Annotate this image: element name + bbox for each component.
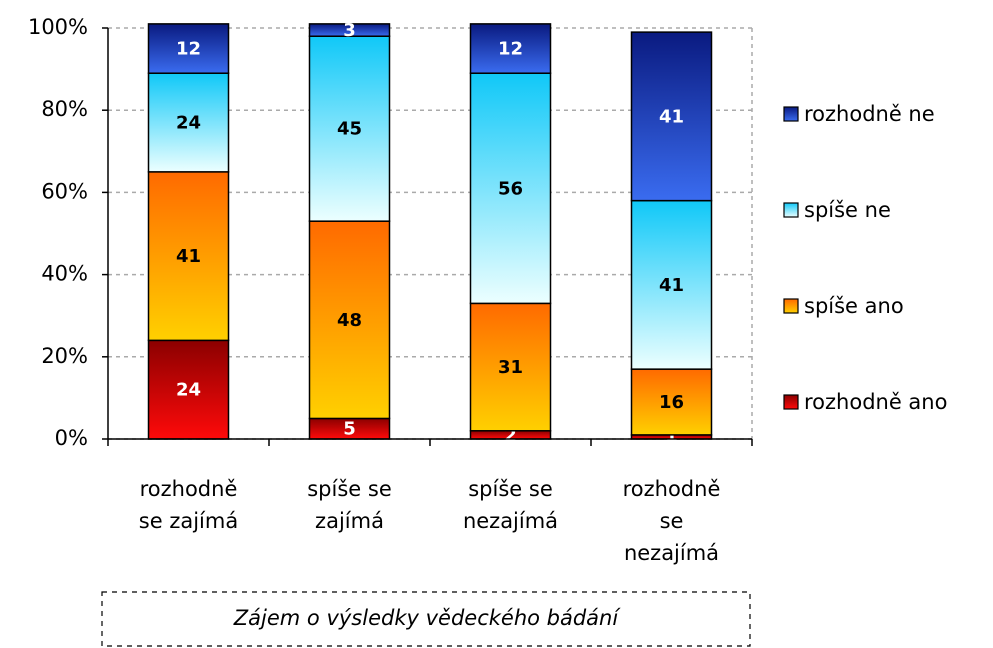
legend-swatch bbox=[783, 298, 799, 314]
y-tick-label: 40% bbox=[41, 262, 88, 286]
legend-label: spíše ne bbox=[804, 198, 891, 222]
legend-swatch bbox=[783, 202, 799, 218]
x-tick-label: rozhodně se nezajímá bbox=[623, 477, 721, 565]
legend-swatch bbox=[783, 394, 799, 410]
y-tick-label: 80% bbox=[41, 97, 88, 121]
bar-segment bbox=[308, 35, 391, 222]
data-label: 41 bbox=[659, 275, 684, 296]
data-label: 24 bbox=[176, 380, 201, 401]
data-label: 41 bbox=[659, 106, 684, 127]
legend-label: rozhodně ano bbox=[804, 390, 947, 414]
y-tick-label: 20% bbox=[41, 344, 88, 368]
bar-segment bbox=[147, 72, 230, 173]
bar-segment bbox=[469, 23, 552, 74]
data-label: 12 bbox=[176, 39, 201, 60]
data-label: 45 bbox=[337, 119, 362, 140]
data-label: 12 bbox=[498, 39, 523, 60]
legend-label: rozhodně ne bbox=[804, 102, 935, 126]
legend-label: spíše ano bbox=[804, 294, 904, 318]
data-label: 24 bbox=[176, 113, 201, 134]
data-label: 41 bbox=[176, 246, 201, 267]
data-label: 56 bbox=[498, 178, 523, 199]
data-label: 16 bbox=[659, 392, 684, 413]
legend-swatch bbox=[783, 106, 799, 122]
bar-segment bbox=[147, 23, 230, 74]
y-tick-label: 60% bbox=[41, 179, 88, 203]
bar-segment bbox=[147, 171, 230, 342]
bar-segment bbox=[308, 220, 391, 420]
x-tick-label: rozhodně se zajímá bbox=[139, 477, 238, 533]
data-label: 3 bbox=[343, 20, 356, 41]
data-label: 5 bbox=[343, 419, 356, 440]
y-tick-label: 0% bbox=[55, 426, 88, 450]
data-label: 48 bbox=[337, 310, 362, 331]
bar-segment bbox=[630, 31, 713, 202]
x-tick-label: spíše se nezajímá bbox=[463, 477, 558, 533]
bar-segment bbox=[308, 23, 391, 37]
x-tick-label: spíše se zajímá bbox=[307, 477, 392, 533]
data-label: 31 bbox=[498, 357, 523, 378]
xlabel-box bbox=[101, 591, 751, 647]
y-tick-label: 100% bbox=[28, 15, 88, 39]
x-axis-title: Zájem o výsledky vědeckého bádání bbox=[233, 606, 622, 630]
bar-segment bbox=[469, 302, 552, 432]
